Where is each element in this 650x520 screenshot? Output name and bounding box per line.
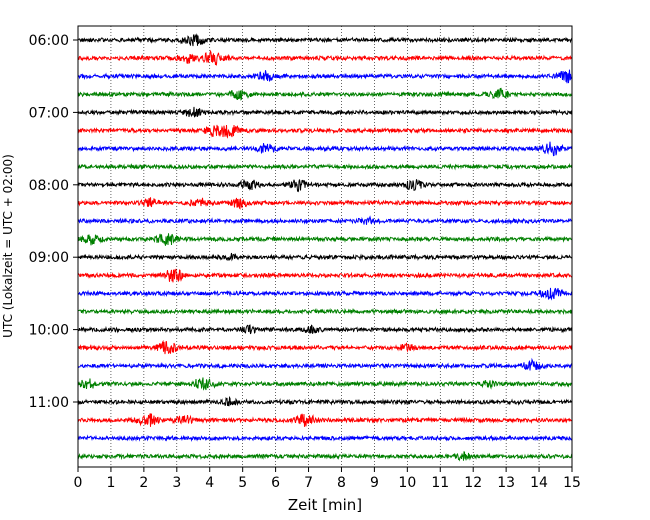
trace-line <box>77 49 573 67</box>
trace-line <box>77 163 573 171</box>
x-tick-label: 8 <box>337 475 346 491</box>
x-tick-label: 4 <box>205 475 214 491</box>
y-tick-label: 08:00 <box>29 178 69 194</box>
y-axis-label: UTC (Lokalzeit = UTC + 02:00) <box>1 154 15 338</box>
y-tick-label: 11:00 <box>29 395 69 411</box>
x-tick-label: 13 <box>497 475 515 491</box>
trace-line <box>77 69 573 84</box>
trace-line <box>77 357 573 371</box>
trace-line <box>77 434 573 442</box>
x-tick-label: 9 <box>370 475 379 491</box>
trace-line <box>77 268 573 283</box>
x-axis-label: Zeit [min] <box>288 496 362 514</box>
y-tick-label: 09:00 <box>29 250 69 266</box>
trace-line <box>77 339 573 355</box>
x-tick-label: 11 <box>431 475 449 491</box>
trace-line <box>77 377 573 391</box>
y-tick-label: 06:00 <box>29 33 69 49</box>
y-tick-label: 07:00 <box>29 105 69 121</box>
trace-line <box>77 395 573 407</box>
x-tick-label: 3 <box>172 475 181 491</box>
x-tick-label: 14 <box>530 475 548 491</box>
trace-line <box>77 451 573 462</box>
trace-line <box>77 307 573 316</box>
x-tick-label: 15 <box>563 475 581 491</box>
x-tick-label: 0 <box>74 475 83 491</box>
trace-line <box>77 87 573 101</box>
x-tick-label: 2 <box>139 475 148 491</box>
plot-frame <box>77 25 573 468</box>
trace-line <box>77 413 573 427</box>
y-tick-label: 10:00 <box>29 323 69 339</box>
y-ticks: 06:00 07:00 08:00 09:00 10:00 11:00 <box>29 33 78 411</box>
trace-line <box>77 124 573 139</box>
x-tick-label: 7 <box>304 475 313 491</box>
trace-line <box>77 33 573 47</box>
trace-line <box>77 215 573 225</box>
trace-line <box>77 197 573 210</box>
x-ticks: 0 1 2 3 4 5 6 7 8 9 10 11 12 13 14 15 <box>74 467 581 491</box>
trace-line <box>77 287 573 301</box>
x-tick-label: 1 <box>106 475 115 491</box>
trace-line <box>77 106 573 118</box>
traces <box>77 33 573 462</box>
trace-line <box>77 178 573 193</box>
trace-line <box>77 233 573 246</box>
x-tick-label: 12 <box>464 475 482 491</box>
trace-line <box>77 141 573 157</box>
trace-line <box>77 252 573 262</box>
x-tick-label: 10 <box>398 475 416 491</box>
trace-line <box>77 324 573 335</box>
x-tick-label: 5 <box>238 475 247 491</box>
x-tick-label: 6 <box>271 475 280 491</box>
